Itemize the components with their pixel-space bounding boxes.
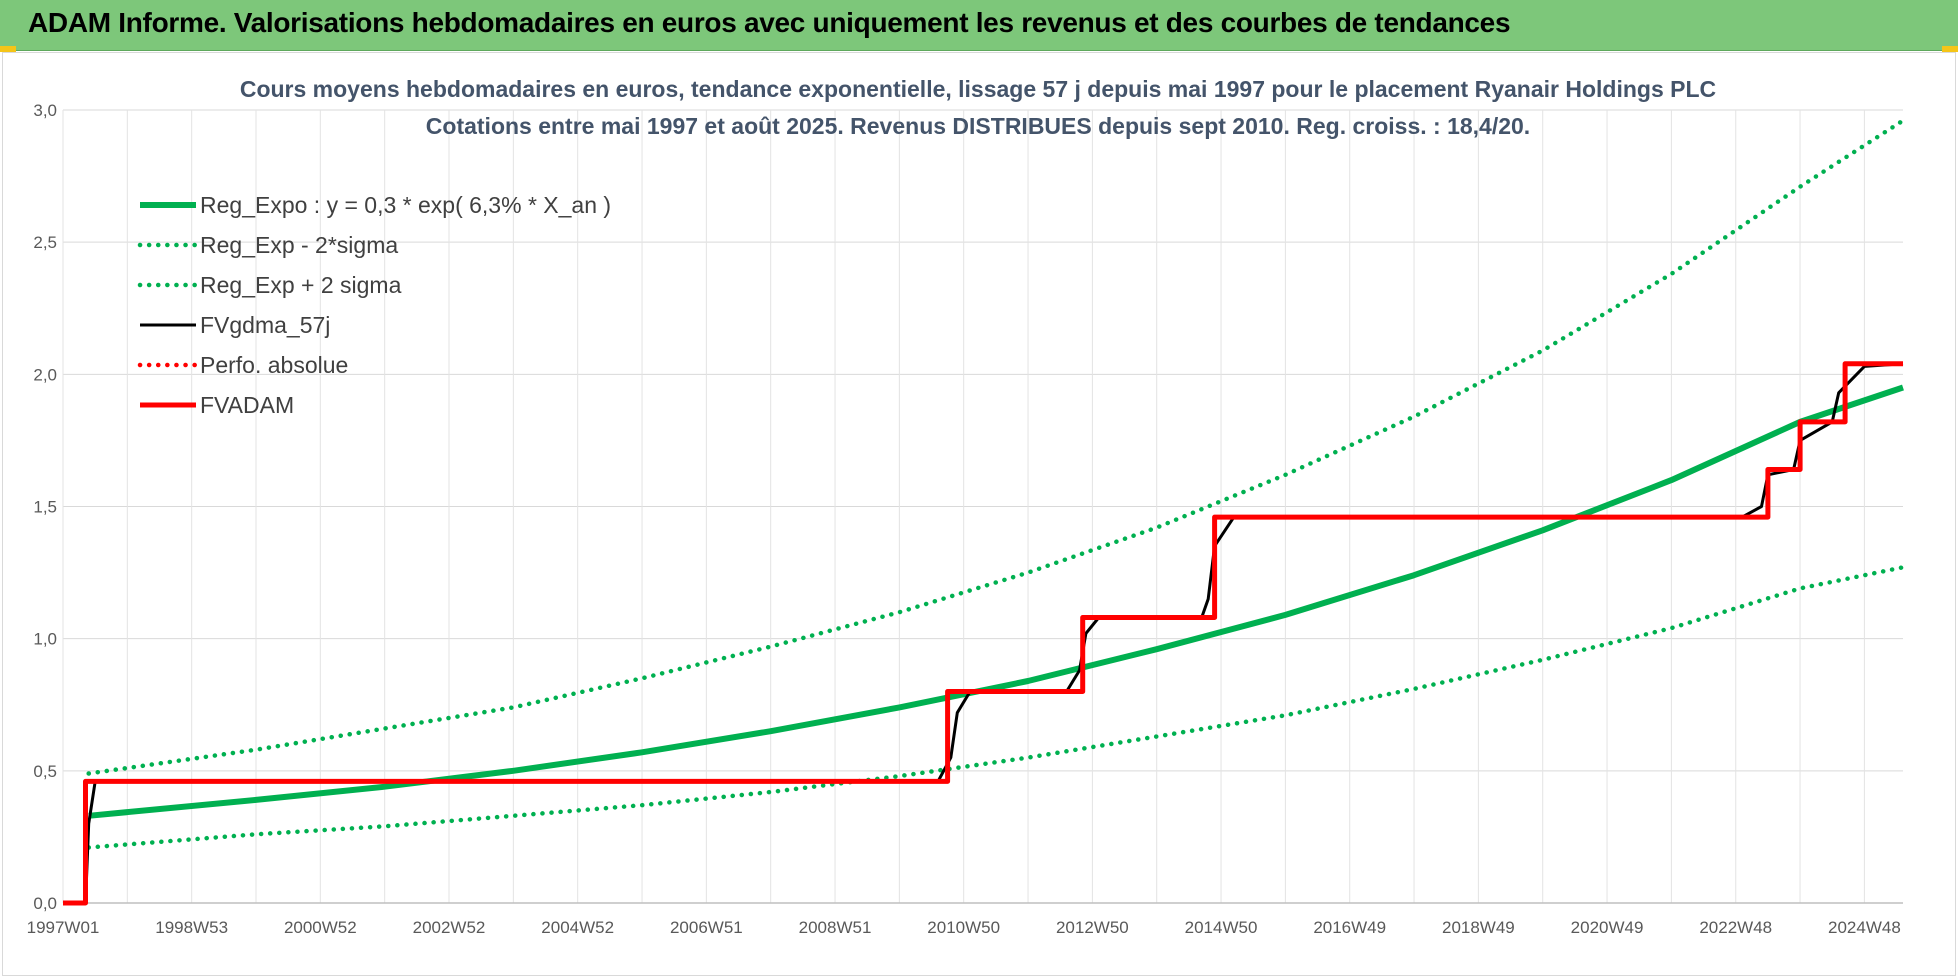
series-line-2 [86,118,1906,776]
x-tick-label: 1998W53 [155,918,228,937]
y-tick-label: 0,5 [33,762,57,781]
legend-label: Reg_Exp - 2*sigma [200,232,398,258]
x-tick-label: 2010W50 [927,918,1000,937]
series-line-1 [86,565,1906,850]
page-title: ADAM Informe. Valorisations hebdomadaire… [28,7,1511,38]
chart-title: Cours moyens hebdomadaires en euros, ten… [240,76,1716,102]
chart-subtitle: Cotations entre mai 1997 et août 2025. R… [426,113,1530,139]
legend-label: FVADAM [200,392,294,418]
y-tick-label: 0,0 [33,894,57,913]
chart-frame: 0,0 0,5 1,0 1,5 2,0 2,5 3,0 1997W01 1998W53 2000W… [2,52,1956,976]
legend-label: FVgdma_57j [200,312,330,338]
x-tick-label: 2024W48 [1828,918,1901,937]
legend-label: Perfo. absolue [200,352,348,378]
x-tick-label: 2020W49 [1571,918,1644,937]
x-tick-label: 2000W52 [284,918,357,937]
x-tick-label: 2004W52 [541,918,614,937]
series-line-3 [63,362,1904,905]
series-line-5 [63,361,1903,906]
x-tick-label: 2006W51 [670,918,743,937]
grid [62,109,1903,904]
chart: 0,0 0,5 1,0 1,5 2,0 2,5 3,0 1997W01 1998W53 2000W… [27,76,1906,937]
x-tick-label: 2012W50 [1056,918,1129,937]
x-tick-label: 2002W52 [413,918,486,937]
y-tick-label: 3,0 [33,101,57,120]
y-tick-label: 1,0 [33,630,57,649]
series-line-0 [88,384,1904,819]
header-bar: ADAM Informe. Valorisations hebdomadaire… [0,0,1958,51]
legend-label: Reg_Exp + 2 sigma [200,272,402,298]
legend: Reg_Expo : y = 0,3 * exp( 6,3% * X_an ) R… [137,192,611,418]
x-tick-label: 2008W51 [799,918,872,937]
y-tick-label: 2,5 [33,233,57,252]
corner-marker [1942,46,1958,52]
x-tick-label: 2018W49 [1442,918,1515,937]
x-tick-label: 2014W50 [1185,918,1258,937]
x-tick-label: 2022W48 [1699,918,1772,937]
legend-label: Reg_Expo : y = 0,3 * exp( 6,3% * X_an ) [200,192,611,218]
plot-area [63,118,1906,906]
axes: 0,0 0,5 1,0 1,5 2,0 2,5 3,0 1997W01 1998W53 2000W… [27,101,1903,937]
y-tick-label: 2,0 [33,365,57,384]
y-tick-label: 1,5 [33,498,57,517]
corner-marker [0,46,16,52]
x-tick-label: 1997W01 [27,918,100,937]
x-tick-label: 2016W49 [1313,918,1386,937]
